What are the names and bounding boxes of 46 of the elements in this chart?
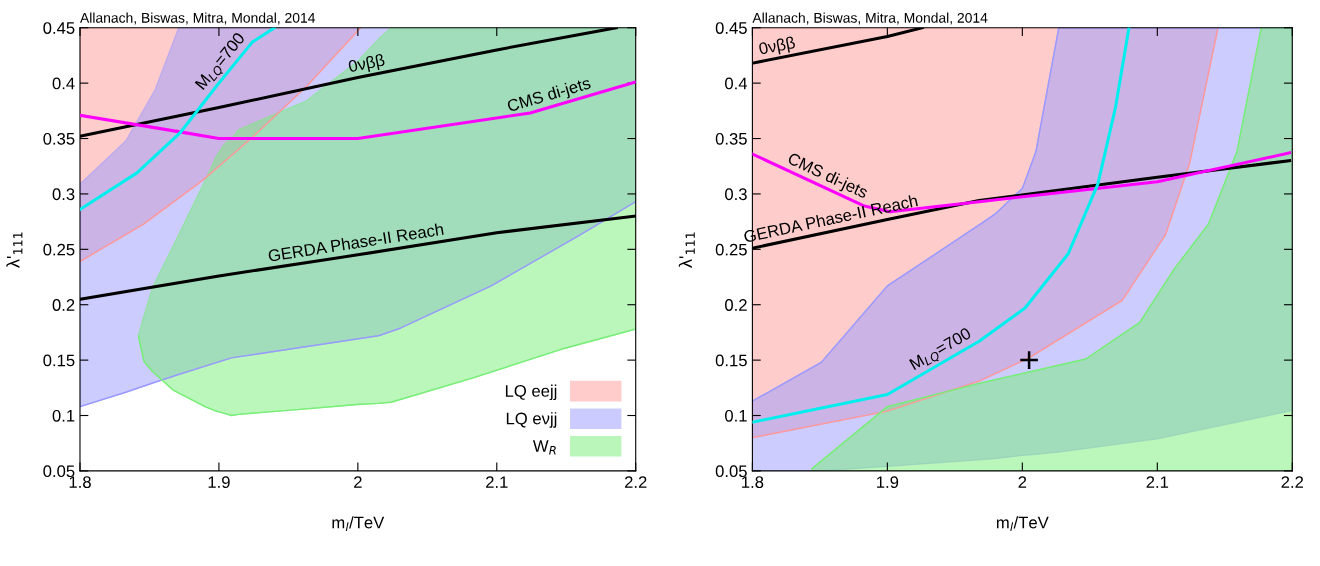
text: Allanach, Biswas, Mitra, Mondal, 2014 [752,12,988,25]
x-tick-label: 2.2 [624,476,647,488]
legend-label: LQ eνjj [506,412,557,428]
y-tick-label: 0.35 [715,132,747,145]
text: CMS di-jets [506,76,593,116]
y-tick-label: 0.15 [715,354,747,367]
y-tick-label: 0.2 [52,299,75,311]
y-axis-title: λ'$_{111}$ [678,232,695,268]
y-tick-label: 0.05 [43,465,75,478]
y-tick-label: 0.4 [52,77,75,90]
x-axis-title: m$_{l}$/TeV [332,516,385,532]
y-tick-label: 0.05 [715,465,747,478]
x-axis-title: m$_{l}$/TeV [996,516,1049,532]
x-tick-label: 1.8 [742,476,764,489]
y-tick-label: 0.3 [725,188,747,201]
x-tick-label: 2 [354,476,362,488]
y-tick-label: 0.4 [725,77,748,90]
y-tick-label: 0.15 [43,354,75,367]
line-series [79,200,636,408]
y-tick-label: 0.3 [52,188,75,201]
y-axis-title: λ'$_{111}$ [6,232,23,268]
text: 0νββ [347,53,386,76]
line-series [79,27,277,211]
y-tick-label: 0.45 [43,22,75,34]
y-tick-label: 0.35 [43,132,75,145]
text: Allanach, Biswas, Mitra, Mondal, 2014 [80,12,316,25]
y-tick-label: 0.1 [725,409,747,422]
legend-label: W$_{R}$ [532,440,556,455]
text: GERDA Phase-II Reach [267,222,444,262]
x-tick-label: 2 [1018,476,1027,488]
y-tick-label: 0.25 [715,243,747,256]
y-tick-label: 0.1 [52,409,75,422]
x-tick-label: 2.1 [486,476,508,488]
y-tick-label: 0.25 [43,243,75,256]
text: M$_{LQ}$=700 [909,326,974,374]
y-tick-label: 0.45 [715,22,747,34]
x-tick-label: 2.2 [1281,476,1304,488]
x-tick-label: 2.1 [1146,476,1169,488]
text: M$_{LQ}$=700 [194,31,249,93]
text: 0νββ [758,35,797,59]
x-tick-label: 1.9 [877,476,899,489]
x-tick-label: 1.9 [208,476,230,489]
y-tick-label: 0.2 [725,299,747,311]
x-tick-label: 1.8 [69,476,91,489]
legend-label: LQ eejj [505,384,557,401]
text: CMS di-jets [785,151,870,202]
